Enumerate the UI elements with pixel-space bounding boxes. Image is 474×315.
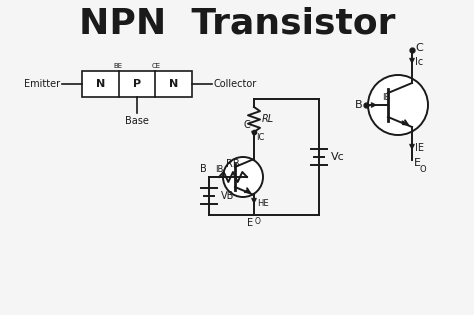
Text: Ic: Ic	[415, 57, 423, 67]
Text: Vc: Vc	[331, 152, 345, 162]
Text: N: N	[169, 79, 178, 89]
Text: IE: IE	[415, 143, 424, 153]
Bar	[82, 71, 192, 97]
Text: CE: CE	[152, 63, 161, 69]
Text: P: P	[133, 79, 141, 89]
Text: VB: VB	[221, 191, 234, 201]
Text: Collector: Collector	[214, 79, 257, 89]
Text: HE: HE	[257, 198, 269, 208]
Text: IC: IC	[256, 133, 264, 141]
Text: IB: IB	[215, 165, 223, 174]
Text: N: N	[96, 79, 105, 89]
Text: E: E	[414, 158, 421, 168]
Text: Emitter: Emitter	[24, 79, 60, 89]
Text: C: C	[415, 43, 423, 53]
Text: RB: RB	[226, 159, 240, 169]
Text: E: E	[247, 218, 253, 228]
Text: BE: BE	[113, 63, 122, 69]
Text: RL: RL	[262, 114, 274, 124]
Text: Base: Base	[125, 116, 149, 126]
Circle shape	[223, 157, 263, 197]
Text: NPN  Transistor: NPN Transistor	[79, 7, 395, 41]
Text: IB: IB	[382, 93, 391, 102]
Text: O: O	[420, 165, 427, 174]
Text: B: B	[200, 164, 207, 174]
Text: B: B	[356, 100, 363, 110]
Text: C: C	[243, 120, 250, 130]
Text: O: O	[255, 217, 261, 226]
Circle shape	[368, 75, 428, 135]
